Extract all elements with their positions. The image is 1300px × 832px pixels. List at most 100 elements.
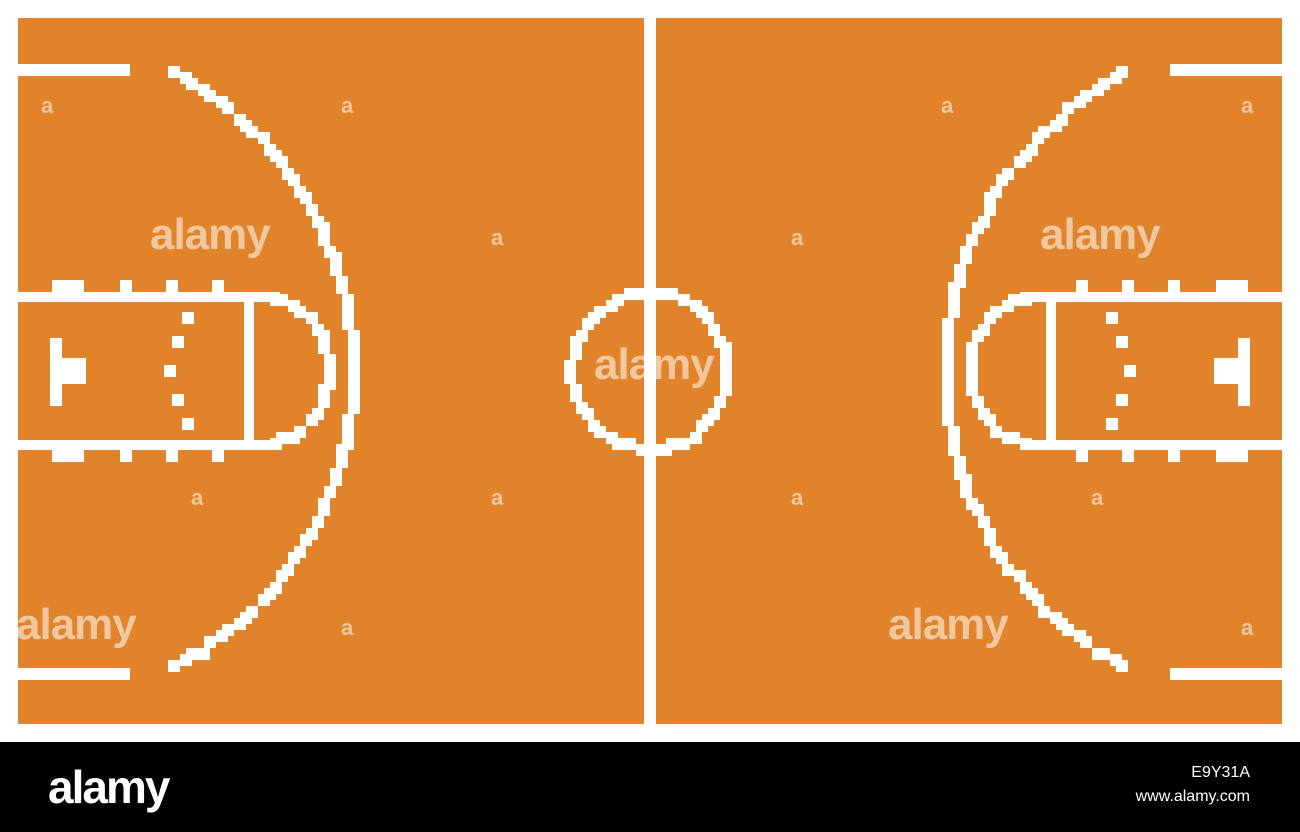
center-circle: [624, 288, 636, 300]
center-circle: [576, 330, 588, 342]
center-circle: [720, 342, 732, 354]
lane-hash-mark: [1122, 450, 1134, 462]
three-point-arc: [1038, 126, 1050, 138]
free-throw-dashed-arc: [172, 394, 184, 406]
three-point-arc: [948, 438, 960, 450]
three-point-arc: [180, 654, 192, 666]
three-point-arc: [954, 276, 966, 288]
free-throw-dashed-arc: [1116, 336, 1128, 348]
three-point-arc: [966, 234, 978, 246]
free-throw-circle: [1002, 432, 1014, 444]
center-circle: [720, 354, 732, 366]
three-point-arc: [1038, 606, 1050, 618]
footer-bar: alamy E9Y31A www.alamy.com: [0, 742, 1300, 832]
free-throw-circle: [1008, 294, 1020, 306]
lane-hash-mark: [120, 280, 132, 292]
free-throw-circle: [966, 342, 978, 354]
three-point-arc: [1098, 78, 1110, 90]
free-throw-dashed-arc: [182, 312, 194, 324]
three-point-arc: [342, 318, 354, 330]
center-circle: [720, 384, 732, 396]
three-point-arc: [342, 306, 354, 318]
lane-hash-mark: [1076, 280, 1088, 292]
free-throw-circle: [972, 396, 984, 408]
three-point-arc: [960, 246, 972, 258]
three-point-arc: [948, 426, 960, 438]
three-point-arc: [276, 570, 288, 582]
free-throw-circle: [270, 438, 282, 450]
three-point-arc: [954, 264, 966, 276]
three-point-arc: [258, 594, 270, 606]
three-point-arc: [348, 372, 360, 384]
three-point-arc: [348, 390, 360, 402]
three-point-arc: [1026, 144, 1038, 156]
free-throw-circle: [978, 324, 990, 336]
free-throw-circle: [324, 366, 336, 378]
three-point-arc: [300, 192, 312, 204]
center-circle: [714, 396, 726, 408]
three-point-arc: [318, 504, 330, 516]
three-point-arc: [948, 306, 960, 318]
center-circle: [648, 444, 660, 456]
lane-hash-mark: [1216, 450, 1248, 462]
three-point-arc: [288, 552, 300, 564]
free-throw-dashed-arc: [1106, 418, 1118, 430]
lane-line: [1020, 440, 1282, 450]
free-throw-dashed-arc: [172, 336, 184, 348]
lane-hash-mark: [212, 280, 224, 292]
free-throw-dashed-arc: [1124, 365, 1136, 377]
center-circle: [636, 288, 648, 300]
three-point-corner-line: [1170, 64, 1282, 76]
three-point-arc: [942, 372, 954, 384]
three-point-arc: [978, 216, 990, 228]
three-point-arc: [324, 486, 336, 498]
center-circle: [648, 288, 660, 300]
free-throw-circle: [990, 426, 1002, 438]
three-point-arc: [1062, 102, 1074, 114]
three-point-arc: [312, 516, 324, 528]
three-point-arc: [984, 528, 996, 540]
center-circle: [702, 312, 714, 324]
three-point-arc: [966, 498, 978, 510]
center-circle: [564, 360, 576, 372]
three-point-arc: [204, 636, 216, 648]
center-circle: [606, 432, 618, 444]
center-circle: [570, 384, 582, 396]
free-throw-circle: [966, 354, 978, 366]
center-circle: [708, 324, 720, 336]
free-throw-circle: [1020, 294, 1032, 306]
three-point-arc: [318, 222, 330, 234]
free-throw-circle: [324, 354, 336, 366]
free-throw-circle: [318, 396, 330, 408]
lane-hash-mark: [212, 450, 224, 462]
center-circle: [576, 402, 588, 414]
three-point-arc: [1080, 90, 1092, 102]
three-point-arc: [954, 456, 966, 468]
lane-hash-mark: [166, 280, 178, 292]
three-point-arc: [990, 546, 1002, 558]
three-point-arc: [168, 66, 180, 78]
lane-hash-mark: [1122, 280, 1134, 292]
three-point-arc: [1074, 630, 1086, 642]
three-point-arc: [306, 204, 318, 216]
three-point-arc: [330, 264, 342, 276]
three-point-arc: [942, 402, 954, 414]
lane-hash-mark: [1168, 280, 1180, 292]
three-point-arc: [276, 156, 288, 168]
three-point-arc: [330, 474, 342, 486]
lane-hash-mark: [1168, 450, 1180, 462]
free-throw-circle: [276, 294, 288, 306]
free-throw-circle: [966, 366, 978, 378]
three-point-arc: [942, 348, 954, 360]
three-point-arc: [246, 126, 258, 138]
three-point-arc: [342, 414, 354, 426]
lane-hash-mark: [52, 280, 84, 292]
three-point-arc: [348, 348, 360, 360]
three-point-arc: [258, 132, 270, 144]
three-point-arc: [348, 402, 360, 414]
free-throw-dashed-arc: [182, 418, 194, 430]
three-point-arc: [942, 318, 954, 330]
lane-hash-mark: [1216, 280, 1248, 292]
three-point-arc: [990, 186, 1002, 198]
free-throw-line: [244, 300, 254, 442]
